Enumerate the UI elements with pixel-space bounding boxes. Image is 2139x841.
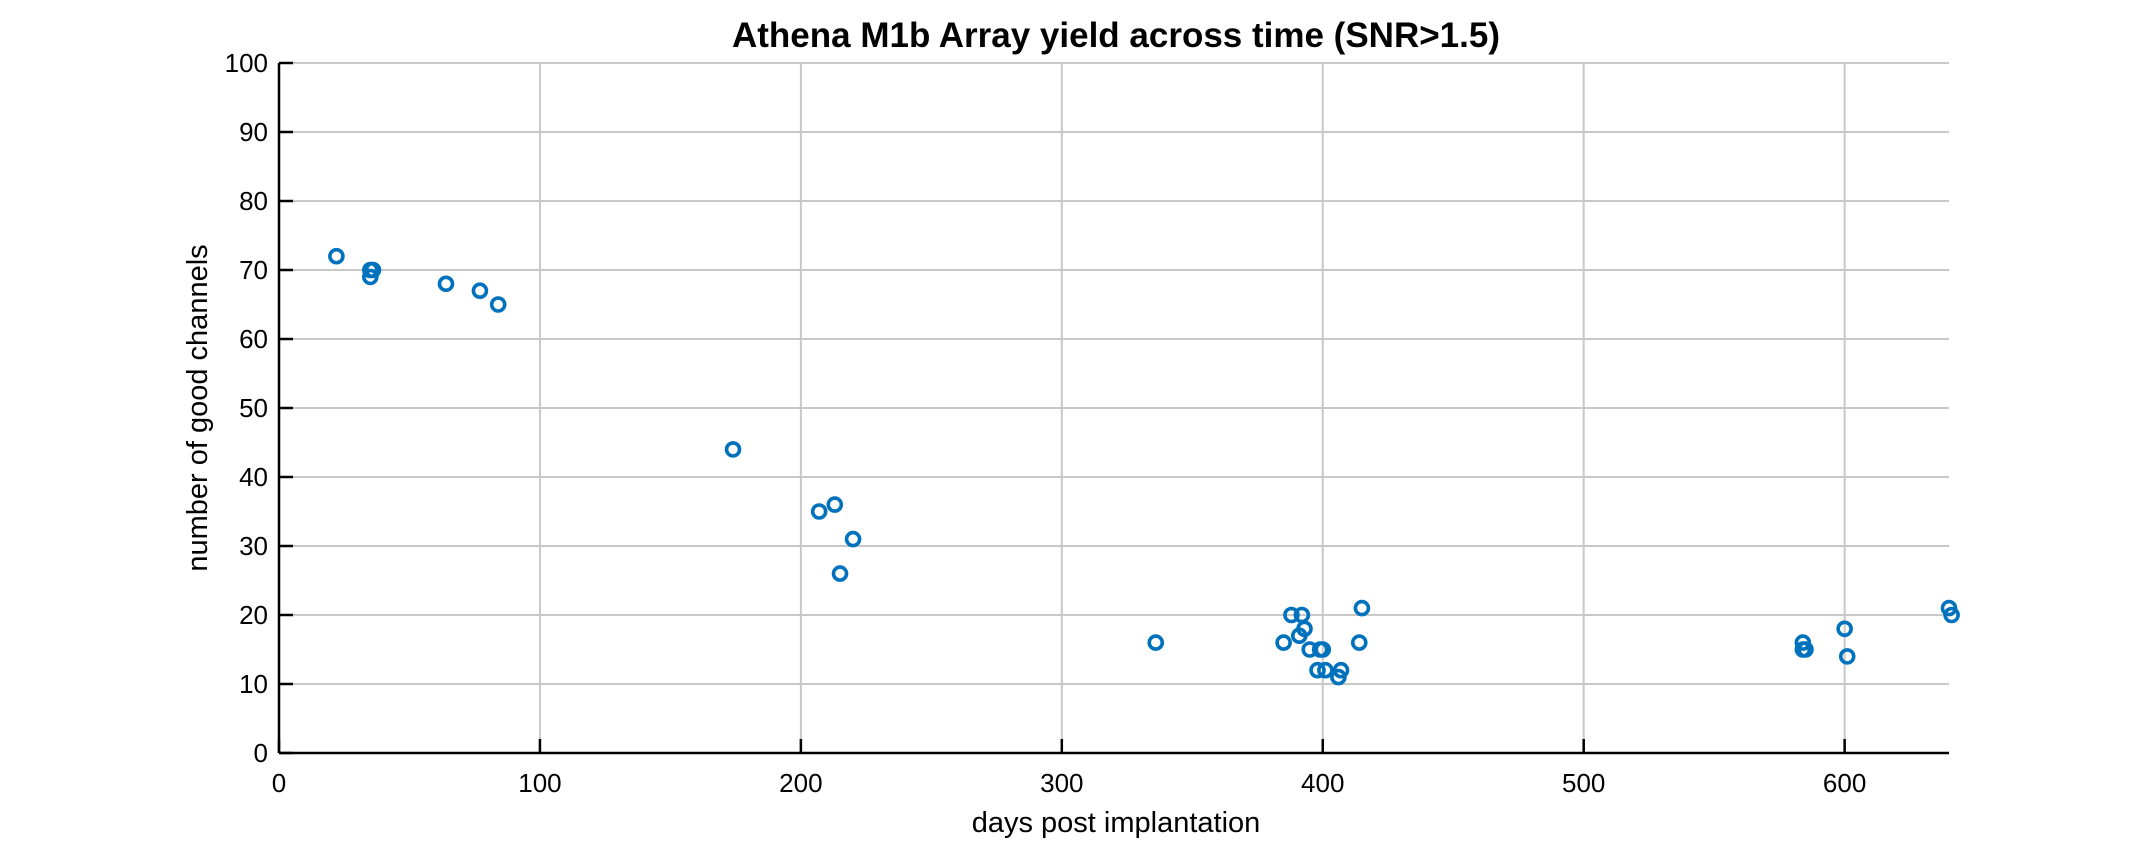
data-point bbox=[1350, 634, 1368, 651]
data-point bbox=[1317, 661, 1334, 679]
x-tick-label: 600 bbox=[1823, 768, 1866, 798]
x-tick-label: 400 bbox=[1301, 768, 1344, 798]
data-point bbox=[1296, 620, 1313, 638]
x-tick-label: 500 bbox=[1562, 768, 1605, 798]
x-tick-label: 300 bbox=[1040, 768, 1083, 798]
data-point bbox=[844, 530, 862, 548]
chart-title: Athena M1b Array yield across time (SNR>… bbox=[732, 16, 1500, 55]
x-tick-label: 0 bbox=[272, 768, 286, 798]
y-tick-label: 100 bbox=[225, 48, 268, 78]
tick-labels: 0 10 20 30 40 50 60 70 80 90 100 0 100 200 300 400 500 60… bbox=[225, 48, 1867, 798]
data-point bbox=[1314, 641, 1332, 658]
data-point bbox=[1283, 606, 1300, 624]
y-tick-label: 30 bbox=[239, 531, 268, 561]
data-point bbox=[1797, 641, 1814, 658]
data-points bbox=[328, 247, 1960, 686]
y-tick-label: 0 bbox=[254, 738, 268, 768]
y-tick-label: 70 bbox=[239, 255, 268, 285]
data-point bbox=[810, 503, 828, 520]
y-tick-label: 60 bbox=[239, 324, 268, 354]
data-point bbox=[1275, 634, 1292, 651]
x-tick-label: 100 bbox=[518, 768, 561, 798]
data-point bbox=[831, 565, 849, 582]
data-point bbox=[471, 282, 489, 300]
y-tick-label: 50 bbox=[239, 393, 268, 423]
data-point bbox=[1836, 620, 1853, 638]
data-point bbox=[362, 261, 379, 279]
data-point bbox=[1943, 606, 1960, 624]
y-tick-label: 20 bbox=[239, 600, 268, 630]
y-tick-label: 80 bbox=[239, 186, 268, 216]
y-tick-label: 10 bbox=[239, 669, 268, 699]
y-tick-label: 90 bbox=[239, 117, 268, 147]
data-point bbox=[489, 296, 507, 313]
data-point bbox=[1353, 599, 1371, 617]
axes bbox=[277, 61, 1949, 755]
x-axis-label: days post implantation bbox=[972, 807, 1261, 839]
y-tick-label: 40 bbox=[239, 462, 268, 492]
y-axis-label: number of good channels bbox=[182, 244, 214, 571]
x-tick-label: 200 bbox=[779, 768, 822, 798]
grid-layer bbox=[278, 62, 1949, 754]
data-point bbox=[724, 441, 742, 458]
data-point bbox=[1838, 648, 1856, 665]
data-point bbox=[826, 496, 844, 513]
data-point bbox=[1147, 634, 1165, 651]
data-point bbox=[1309, 661, 1326, 679]
data-point bbox=[437, 275, 455, 293]
data-point bbox=[328, 247, 345, 265]
data-point bbox=[1332, 661, 1350, 679]
